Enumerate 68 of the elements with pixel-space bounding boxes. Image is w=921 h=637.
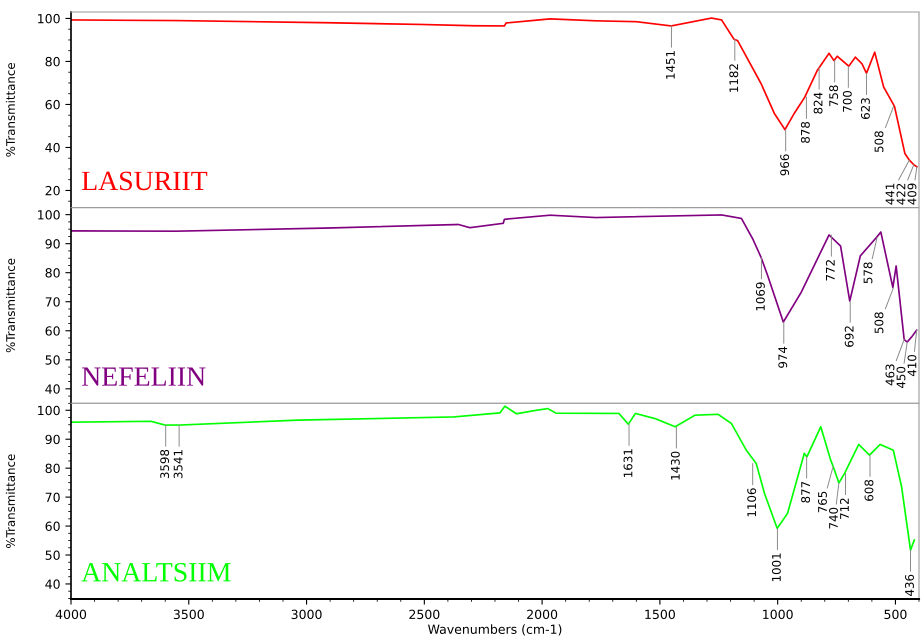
annotation: 3598 [160,450,170,478]
y-tick-label: 90 [45,434,60,444]
annotation: 877 [801,482,810,503]
y-tick-label: 100 [38,14,60,24]
x-axis-title: Wavenumbers (cm-1) [428,624,562,636]
annotation: 1631 [624,449,632,477]
x-tick-label: 3000 [292,610,322,620]
annotation: 712 [840,498,849,519]
line-series [71,405,916,551]
x-tick-label: 1500 [645,610,675,620]
annotation: 765 [818,492,827,512]
annotation: 410 [907,354,916,376]
y-tick-label: 100 [38,406,60,416]
y-tick-label: 40 [45,142,60,152]
annotation: 422 [896,184,906,205]
annotation: 3541 [174,450,183,478]
annotation: 409 [907,183,916,205]
text: LASURIIT [82,172,208,190]
annotation: 1451 [666,51,675,79]
annotation: 1106 [747,488,756,516]
x-tick-label: 3500 [174,610,204,620]
y-tick-label: 60 [46,522,60,531]
y-axis-title: %Transmittance [6,258,15,352]
y-tick-label: 40 [45,579,60,589]
annotation: 1430 [670,452,680,480]
annotation: 700 [842,90,852,112]
text: ANALTSIIM [81,562,231,582]
y-tick-label: 50 [46,355,60,365]
y-tick-label: 40 [45,384,60,394]
annotation: 436 [905,574,914,596]
annotation: 772 [826,260,835,281]
y-tick-label: 80 [46,56,60,66]
annotation: 441 [886,184,894,205]
annotation: 508 [874,312,884,334]
annotation: 966 [780,154,790,176]
x-tick-label: 500 [884,610,907,620]
text: NEFELIIN [82,367,206,386]
x-tick-label: 2500 [409,610,440,620]
annotation: 578 [863,262,872,284]
y-tick-label: 60 [46,326,60,336]
y-tick-label: 80 [46,268,60,278]
x-tick-label: 2000 [527,610,558,620]
y-tick-label: 20 [46,186,60,196]
annotation: 974 [778,346,788,368]
x-tick-label: 4000 [56,610,86,620]
y-tick-label: 70 [46,492,60,502]
annotation: 878 [800,122,810,143]
annotation: 758 [829,85,838,106]
annotation: 1182 [729,64,738,92]
annotation: 623 [860,98,870,119]
annotation: 1001 [772,553,781,582]
y-axis-title: %Transmittance [6,454,15,548]
y-tick-label: 100 [38,210,60,220]
y-axis-title: %Transmittance [6,63,15,157]
y-tick-label: 90 [45,239,60,249]
annotation: 450 [896,366,906,388]
annotation: 463 [885,364,894,386]
annotation: 1069 [756,282,765,310]
y-tick-label: 50 [46,550,60,560]
y-tick-label: 70 [46,297,60,307]
x-tick-label: 1000 [763,610,793,620]
y-tick-label: 80 [46,464,60,474]
annotation: 608 [864,480,874,501]
annotation: 740 [829,508,838,528]
annotation: 824 [814,92,823,114]
y-tick-label: 60 [46,100,60,110]
annotation: 508 [874,131,884,152]
annotation: 692 [844,326,854,347]
